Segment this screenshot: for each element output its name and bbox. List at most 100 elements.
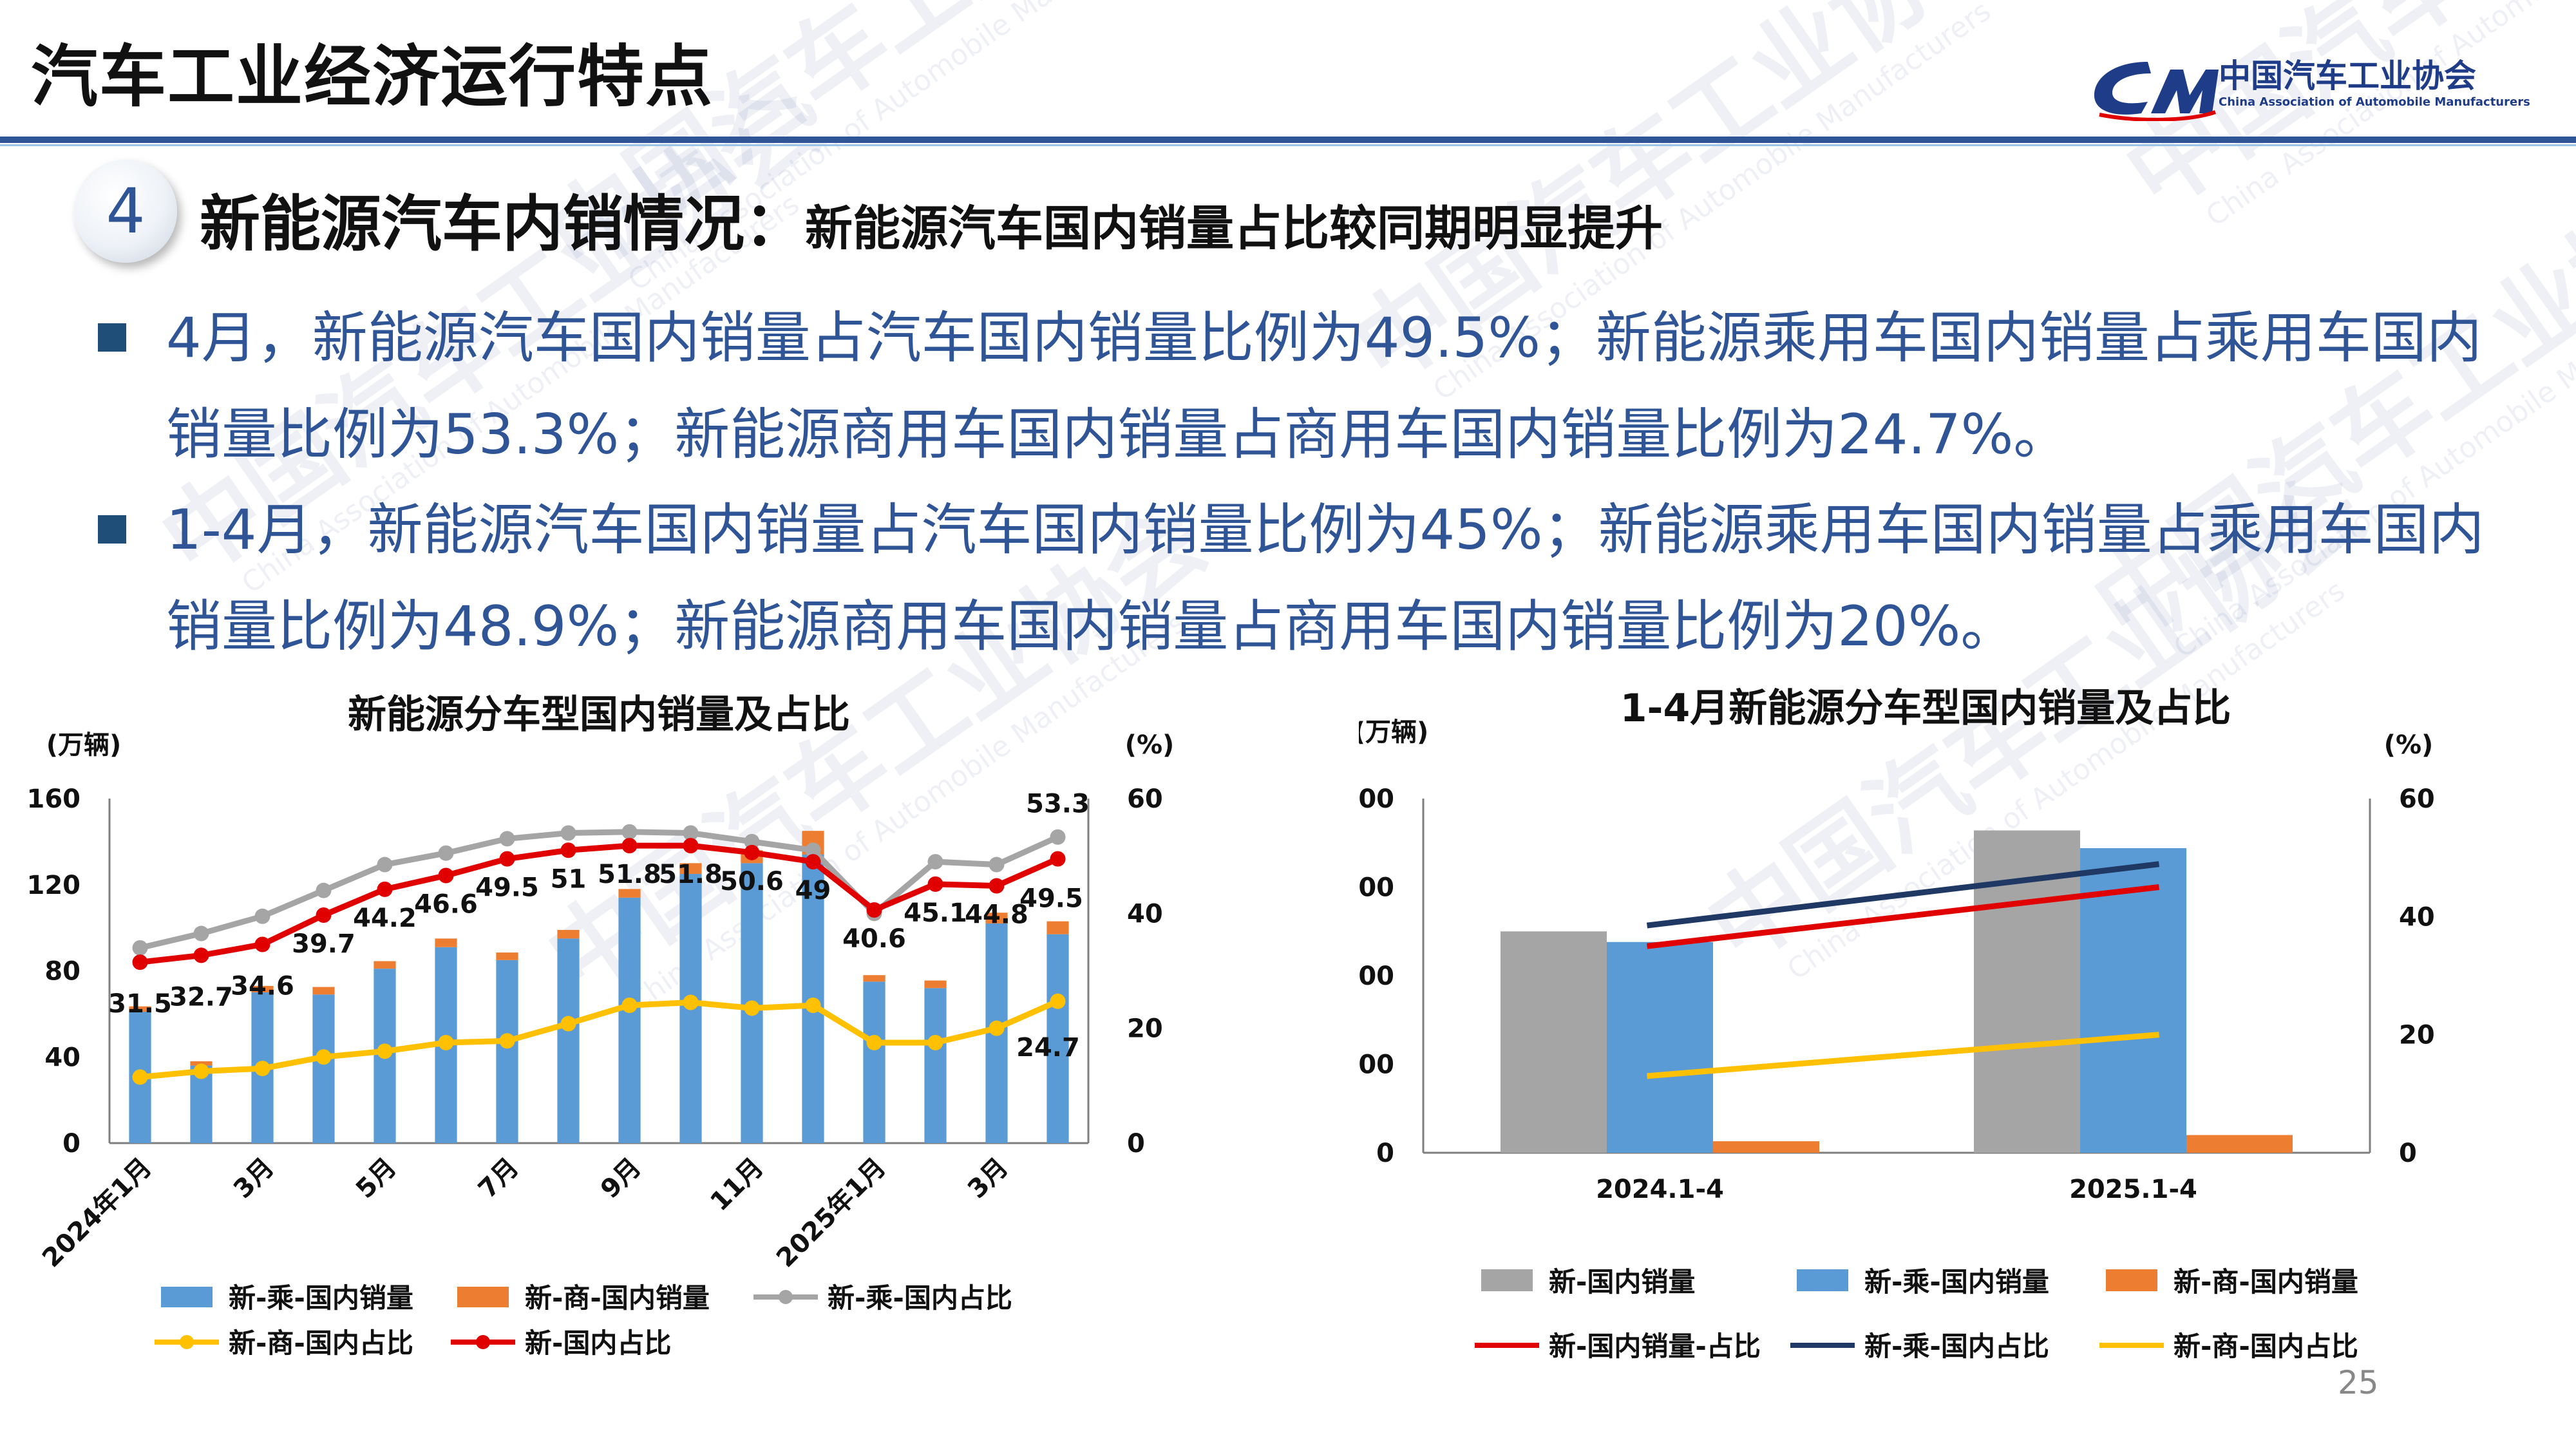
point-commercial-share	[377, 1043, 393, 1059]
y-right-unit: (%)	[2384, 730, 2434, 760]
point-passenger-share	[499, 831, 515, 847]
point-passenger-share	[316, 882, 332, 898]
x-tick-label: 2024.1-4	[1596, 1175, 1724, 1204]
legend-label: 新-乘-国内销量	[229, 1282, 413, 1314]
bar-commercial-sales	[924, 980, 947, 989]
y-right-tick-label: 20	[1127, 1014, 1163, 1044]
legend-swatch	[1797, 1269, 1848, 1291]
point-commercial-share	[866, 1034, 882, 1050]
y-left-tick-label: 400	[1359, 784, 1394, 814]
bar-commercial-sales	[374, 961, 396, 969]
section-title-main: 新能源汽车内销情况：	[200, 189, 806, 260]
point-commercial-share	[560, 1016, 576, 1032]
line-passenger-share	[139, 829, 1059, 951]
data-label-total-share: 44.2	[353, 904, 417, 933]
line-nev-domestic-share	[1646, 884, 2160, 949]
point-passenger-share	[621, 824, 638, 840]
point-passenger-share	[1050, 829, 1066, 845]
data-label-commercial-share: 24.7	[1016, 1033, 1080, 1063]
bar-commercial-sales	[679, 863, 702, 875]
section-number-badge: 4	[74, 160, 177, 263]
x-tick-label: 9月	[595, 1153, 647, 1204]
legend-label: 新-国内销量-占比	[1549, 1331, 1761, 1362]
bar-commercial-sales	[190, 1061, 213, 1066]
bar-passenger-sales	[496, 960, 518, 1143]
section-title: 新能源汽车内销情况：新能源汽车国内销量占比较同期明显提升	[200, 175, 1663, 263]
point-total-share	[377, 881, 393, 897]
header-divider-light	[0, 144, 2576, 146]
y-right-tick-label: 0	[1127, 1129, 1145, 1159]
point-commercial-share	[1050, 993, 1066, 1009]
y-right-tick-label: 60	[2399, 784, 2435, 814]
point-passenger-share	[560, 825, 576, 841]
y-right-tick-label: 40	[2399, 902, 2435, 932]
data-label-total-share: 49.5	[475, 873, 539, 903]
legend-label: 新-国内销量	[1549, 1266, 1695, 1298]
legend-label: 新-乘-国内销量	[1864, 1266, 2049, 1298]
bar-passenger-sales	[1046, 934, 1069, 1143]
chart-title: 新能源分车型国内销量及占比	[348, 692, 850, 737]
data-label-passenger-share: 53.3	[1026, 790, 1090, 819]
point-commercial-share	[805, 998, 821, 1013]
point-commercial-share	[927, 1034, 943, 1050]
x-tick-label: 3月	[962, 1153, 1014, 1204]
point-commercial-share	[683, 994, 699, 1010]
bar-commercial-sales	[129, 1006, 151, 1012]
x-tick-label: 7月	[473, 1153, 524, 1204]
y-left-tick-label: 0	[62, 1129, 80, 1159]
point-total-share	[132, 954, 148, 971]
data-label-total-share: 45.1	[904, 898, 967, 928]
point-commercial-share	[132, 1069, 148, 1085]
data-label-total-share: 31.5	[108, 989, 172, 1019]
legend-swatch	[2106, 1269, 2157, 1291]
page-title: 汽车工业经济运行特点	[31, 37, 714, 116]
legend-swatch	[1481, 1269, 1533, 1291]
bar-passenger-sales	[312, 994, 335, 1143]
point-passenger-share	[744, 833, 760, 849]
line-commercial-share	[1647, 1032, 2159, 1079]
y-left-tick-label: 120	[27, 871, 81, 900]
point-passenger-share	[132, 940, 148, 956]
y-left-unit: (万辆)	[46, 730, 122, 760]
chart-title: 1-4月新能源分车型国内销量及占比	[1620, 686, 2231, 731]
bar-passenger-domestic-sales	[1607, 942, 1713, 1153]
bar-passenger-sales	[618, 897, 641, 1143]
y-left-tick-label: 200	[1359, 961, 1394, 991]
x-tick-label: 2025.1-4	[2069, 1175, 2197, 1204]
y-left-tick-label: 100	[1359, 1050, 1394, 1080]
point-passenger-share	[193, 925, 209, 942]
y-left-tick-label: 40	[44, 1043, 80, 1072]
logo-text-cn: 中国汽车工业协会	[2219, 57, 2476, 95]
bar-commercial-domestic-sales	[2186, 1135, 2293, 1153]
y-right-tick-label: 0	[2399, 1139, 2417, 1168]
page-number: 25	[2338, 1364, 2379, 1401]
bar-commercial-sales	[557, 929, 580, 939]
bar-commercial-domestic-sales	[1713, 1141, 1819, 1153]
logo-text-en: China Association of Automobile Manufact…	[2219, 95, 2530, 109]
bar-passenger-sales	[557, 938, 580, 1143]
y-right-tick-label: 60	[1127, 784, 1163, 814]
point-total-share	[621, 838, 638, 854]
legend-swatch-marker	[180, 1335, 194, 1349]
point-passenger-share	[377, 857, 393, 873]
x-tick-label: 3月	[228, 1153, 279, 1204]
bar-commercial-sales	[251, 985, 274, 992]
point-passenger-share	[683, 825, 699, 841]
point-total-share	[927, 876, 943, 892]
point-passenger-share	[989, 857, 1005, 873]
point-passenger-share	[927, 854, 943, 870]
header-divider	[0, 137, 2576, 143]
x-tick-label: 2025年1月	[771, 1153, 892, 1274]
point-commercial-share	[254, 1061, 270, 1077]
data-label-total-share: 51.8	[598, 860, 661, 889]
line-passenger-share	[1646, 861, 2160, 929]
y-right-tick-label: 40	[1127, 899, 1163, 929]
bar-commercial-sales	[312, 987, 335, 995]
caam-logo	[2094, 62, 2219, 121]
point-commercial-share	[621, 998, 638, 1013]
y-left-unit: (万辆)	[1359, 717, 1428, 747]
point-total-share	[866, 902, 882, 918]
y-left-tick-label: 300	[1359, 873, 1394, 903]
chart-monthly-nev-domestic: 新能源分车型国内销量及占比 (万辆) (%) 0 40 80 120 160 0 20 40 60 31…	[27, 692, 1175, 1359]
